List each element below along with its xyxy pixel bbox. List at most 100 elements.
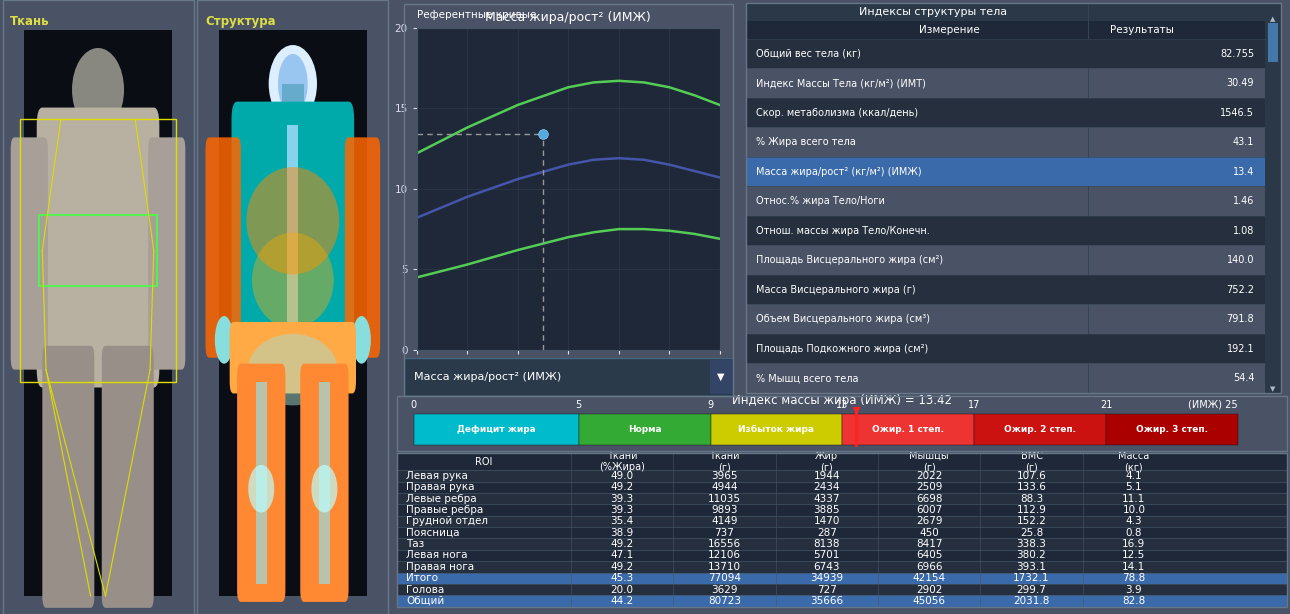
- Text: Правые ребра: Правые ребра: [406, 505, 484, 515]
- Text: Норма: Норма: [628, 425, 662, 434]
- Bar: [21, 120, 175, 381]
- Bar: [397, 481, 1287, 493]
- Text: 3.9: 3.9: [1126, 585, 1142, 594]
- Text: 4.1: 4.1: [1126, 471, 1142, 481]
- Text: Общий вес тела (кг): Общий вес тела (кг): [756, 49, 862, 59]
- Text: Скор. метаболизма (ккал/день): Скор. метаболизма (ккал/день): [756, 107, 918, 118]
- Text: 35666: 35666: [810, 596, 844, 606]
- FancyBboxPatch shape: [102, 346, 154, 608]
- Text: 2902: 2902: [916, 585, 942, 594]
- FancyBboxPatch shape: [148, 138, 186, 370]
- Text: Жир
(г): Жир (г): [815, 451, 838, 472]
- Bar: [1265, 3, 1281, 393]
- Bar: [746, 21, 1281, 39]
- Text: 12.5: 12.5: [1122, 551, 1146, 561]
- Bar: [255, 381, 267, 584]
- Title: Масса жира/рост² (ИМЖ): Масса жира/рост² (ИМЖ): [485, 10, 651, 24]
- Bar: [1106, 414, 1238, 445]
- Text: Левые ребра: Левые ребра: [406, 494, 477, 503]
- Ellipse shape: [352, 316, 370, 363]
- Text: 49.2: 49.2: [610, 482, 633, 492]
- Text: 11035: 11035: [708, 494, 740, 503]
- Text: Правая нога: Правая нога: [406, 562, 475, 572]
- Text: Ткани
(г): Ткани (г): [710, 451, 739, 472]
- Text: 3965: 3965: [711, 471, 738, 481]
- Bar: [746, 157, 1265, 187]
- Bar: [397, 527, 1287, 538]
- Bar: [39, 215, 157, 286]
- Text: 2434: 2434: [814, 482, 840, 492]
- FancyBboxPatch shape: [231, 101, 355, 376]
- Text: 39.3: 39.3: [610, 494, 633, 503]
- Ellipse shape: [246, 167, 339, 274]
- Text: 14.1: 14.1: [1122, 562, 1146, 572]
- Text: 43.1: 43.1: [1233, 137, 1254, 147]
- Text: 9: 9: [707, 400, 713, 410]
- Text: 1.46: 1.46: [1233, 196, 1254, 206]
- Text: 13710: 13710: [708, 562, 740, 572]
- Text: 3885: 3885: [814, 505, 840, 515]
- FancyBboxPatch shape: [230, 322, 356, 394]
- Text: Левая рука: Левая рука: [406, 471, 468, 481]
- Text: 39.3: 39.3: [610, 505, 633, 515]
- Text: 25.8: 25.8: [1020, 527, 1044, 538]
- Text: Измерение: Измерение: [918, 25, 979, 34]
- Bar: [319, 381, 330, 584]
- Bar: [746, 39, 1265, 68]
- Text: 12106: 12106: [708, 551, 740, 561]
- Text: 80723: 80723: [708, 596, 740, 606]
- Bar: [397, 493, 1287, 504]
- FancyBboxPatch shape: [43, 346, 94, 608]
- Bar: [288, 125, 298, 352]
- Text: 30.49: 30.49: [1227, 78, 1254, 88]
- Bar: [746, 98, 1265, 128]
- Text: 737: 737: [715, 527, 734, 538]
- Bar: [974, 414, 1106, 445]
- Ellipse shape: [215, 316, 233, 363]
- Text: BMC
(г): BMC (г): [1020, 451, 1042, 472]
- Text: 10.0: 10.0: [1122, 505, 1146, 515]
- Text: Поясница: Поясница: [406, 527, 459, 538]
- Bar: [397, 504, 1287, 516]
- Text: 0: 0: [410, 400, 417, 410]
- Text: 133.6: 133.6: [1017, 482, 1046, 492]
- Bar: [218, 30, 368, 596]
- Text: 192.1: 192.1: [1227, 344, 1254, 354]
- Text: 34939: 34939: [810, 573, 844, 583]
- Ellipse shape: [248, 465, 275, 513]
- Text: 42154: 42154: [912, 573, 946, 583]
- Text: Индексы структуры тела: Индексы структуры тела: [859, 7, 1007, 17]
- Text: 1944: 1944: [814, 471, 840, 481]
- Text: ROI: ROI: [476, 457, 493, 467]
- Text: 77094: 77094: [708, 573, 740, 583]
- Bar: [86, 90, 110, 131]
- Text: 380.2: 380.2: [1017, 551, 1046, 561]
- Bar: [1268, 23, 1278, 61]
- Text: Голова: Голова: [406, 585, 445, 594]
- Text: 13: 13: [836, 400, 849, 410]
- Text: 82.755: 82.755: [1220, 49, 1254, 59]
- Text: 4149: 4149: [711, 516, 738, 526]
- Text: 0.8: 0.8: [1126, 527, 1142, 538]
- Text: 82.8: 82.8: [1122, 596, 1146, 606]
- Text: 752.2: 752.2: [1227, 285, 1254, 295]
- Text: 791.8: 791.8: [1227, 314, 1254, 324]
- Text: 5701: 5701: [814, 551, 840, 561]
- Text: Общий: Общий: [406, 596, 445, 606]
- Bar: [397, 470, 1287, 481]
- Text: 393.1: 393.1: [1017, 562, 1046, 572]
- Text: (ИМЖ) 25: (ИМЖ) 25: [1188, 400, 1238, 410]
- Text: 17: 17: [968, 400, 980, 410]
- Text: Ожир. 3 степ.: Ожир. 3 степ.: [1136, 425, 1207, 434]
- Text: 16.9: 16.9: [1122, 539, 1146, 549]
- Bar: [579, 414, 711, 445]
- Text: 2022: 2022: [916, 471, 942, 481]
- Text: Масса Висцерального жира (г): Масса Висцерального жира (г): [756, 285, 916, 295]
- Ellipse shape: [311, 465, 338, 513]
- Text: Масса
(кг): Масса (кг): [1118, 451, 1149, 472]
- Text: 20.0: 20.0: [610, 585, 633, 594]
- Text: 38.9: 38.9: [610, 527, 633, 538]
- Bar: [397, 595, 1287, 607]
- Bar: [23, 30, 173, 596]
- Text: % Жира всего тела: % Жира всего тела: [756, 137, 857, 147]
